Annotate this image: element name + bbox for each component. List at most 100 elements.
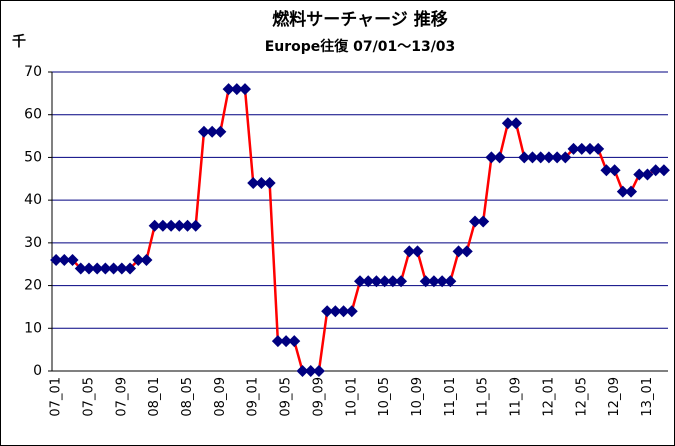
marker	[66, 253, 79, 266]
marker	[625, 185, 638, 198]
y-tick-label: 20	[24, 278, 42, 294]
marker	[50, 253, 63, 266]
marker	[296, 365, 309, 377]
marker	[312, 365, 325, 377]
marker	[608, 164, 621, 177]
marker	[214, 125, 227, 138]
x-tick-label: 12_05	[574, 377, 589, 417]
x-tick-label: 07_01	[49, 377, 64, 417]
marker	[263, 177, 276, 190]
marker	[222, 83, 235, 96]
x-tick-label: 08_09	[213, 377, 228, 417]
marker	[148, 219, 161, 232]
x-tick-label: 10_09	[410, 377, 425, 417]
marker	[600, 164, 613, 177]
marker	[534, 151, 547, 164]
x-tick-label: 10_01	[344, 377, 359, 417]
marker	[551, 151, 564, 164]
marker	[575, 142, 588, 155]
marker	[468, 215, 481, 228]
marker	[181, 219, 194, 232]
marker	[526, 151, 539, 164]
y-tick-label: 40	[24, 192, 42, 208]
marker	[518, 151, 531, 164]
marker	[304, 365, 317, 377]
y-tick-label: 10	[24, 320, 42, 336]
chart-subtitle: Europe往復 07/01～13/03	[265, 38, 456, 55]
marker	[132, 253, 145, 266]
marker	[288, 335, 301, 348]
marker	[82, 262, 95, 275]
marker	[370, 275, 383, 288]
marker	[115, 262, 128, 275]
marker	[542, 151, 555, 164]
marker	[657, 164, 670, 177]
marker	[444, 275, 457, 288]
x-tick-label: 07_05	[81, 377, 96, 417]
marker	[436, 275, 449, 288]
y-tick-label: 30	[24, 235, 42, 251]
x-tick-label: 09_01	[246, 377, 261, 417]
marker	[386, 275, 399, 288]
marker	[427, 275, 440, 288]
marker	[230, 83, 243, 96]
marker	[411, 245, 424, 258]
marker	[140, 253, 153, 266]
marker	[510, 117, 523, 130]
marker	[567, 142, 580, 155]
marker	[321, 305, 334, 318]
x-tick-label: 09_05	[279, 377, 294, 417]
y-tick-label: 50	[24, 149, 42, 165]
marker	[493, 151, 506, 164]
marker	[641, 168, 654, 181]
marker	[91, 262, 104, 275]
x-tick-label: 11_01	[443, 377, 458, 417]
marker	[124, 262, 137, 275]
y-axis-label: 千	[12, 33, 26, 50]
marker	[255, 177, 268, 190]
marker	[649, 164, 662, 177]
marker	[403, 245, 416, 258]
marker	[477, 215, 490, 228]
marker	[345, 305, 358, 318]
x-tick-label: 13_01	[640, 377, 655, 417]
marker	[583, 142, 596, 155]
marker	[165, 219, 178, 232]
marker	[485, 151, 498, 164]
marker	[362, 275, 375, 288]
y-tick-label: 60	[24, 107, 42, 123]
marker	[280, 335, 293, 348]
x-tick-label: 11_05	[476, 377, 491, 417]
marker	[271, 335, 284, 348]
marker	[337, 305, 350, 318]
marker	[173, 219, 186, 232]
x-tick-label: 10_05	[377, 377, 392, 417]
marker	[197, 125, 210, 138]
marker	[107, 262, 120, 275]
x-tick-label: 12_09	[607, 377, 622, 417]
marker	[592, 142, 605, 155]
x-tick-label: 08_05	[180, 377, 195, 417]
x-tick-label: 09_09	[311, 377, 326, 417]
marker	[206, 125, 219, 138]
chart-title: 燃料サーチャージ 推移	[272, 9, 447, 30]
marker	[247, 177, 260, 190]
marker	[329, 305, 342, 318]
marker	[354, 275, 366, 288]
x-tick-label: 07_09	[114, 377, 129, 417]
marker	[189, 219, 202, 232]
x-tick-label: 11_09	[509, 377, 524, 417]
y-tick-label: 70	[24, 64, 42, 80]
marker	[378, 275, 391, 288]
marker	[419, 275, 432, 288]
marker	[452, 245, 465, 258]
marker	[559, 151, 572, 164]
marker	[99, 262, 112, 275]
marker	[156, 219, 169, 232]
marker	[239, 83, 252, 96]
x-tick-label: 12_01	[541, 377, 556, 417]
marker	[633, 168, 646, 181]
marker	[74, 262, 87, 275]
x-tick-label: 08_01	[147, 377, 162, 417]
